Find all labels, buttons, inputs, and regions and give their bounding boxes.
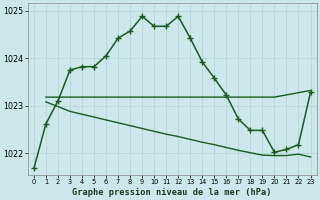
X-axis label: Graphe pression niveau de la mer (hPa): Graphe pression niveau de la mer (hPa) xyxy=(72,188,272,197)
